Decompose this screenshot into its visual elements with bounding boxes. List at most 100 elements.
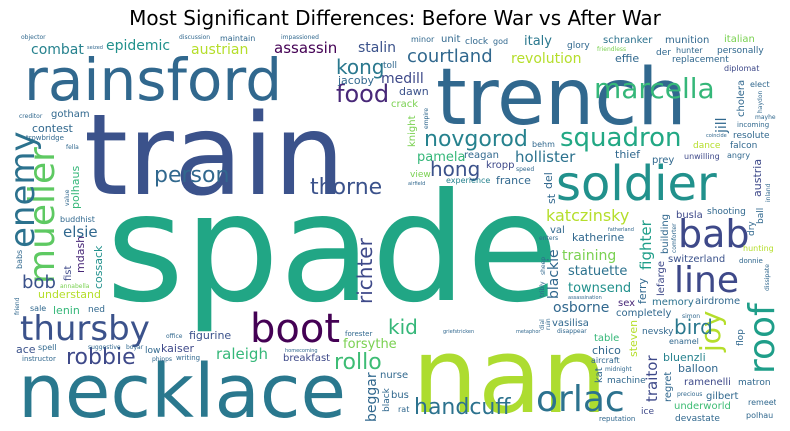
word-kong: kong (336, 55, 384, 79)
word-person: person (154, 163, 229, 188)
word-writing: writing (176, 354, 200, 362)
word-austria: austria (751, 159, 764, 197)
word-italian: italian (724, 34, 755, 45)
word-prey: prey (652, 155, 674, 166)
word-falcon: falcon (730, 141, 757, 151)
word-traitor: traitor (643, 355, 661, 402)
word-elsie: elsie (63, 223, 98, 241)
word-airfield: airfield (408, 181, 425, 187)
chart-title: Most Significant Differences: Before War… (129, 6, 661, 30)
word-raleigh: raleigh (216, 345, 268, 363)
word-lefarge: lefarge (656, 261, 667, 296)
word-behm: behm (532, 140, 555, 149)
word-thursby: thursby (20, 309, 150, 349)
word-schranker: schranker (603, 35, 653, 46)
word-handcuff: handcuff (414, 395, 511, 420)
word-balloon: balloon (678, 362, 718, 375)
word-lenin: lenin (53, 304, 80, 317)
word-food: food (336, 80, 389, 108)
word-discussion: discussion (179, 34, 210, 41)
word-novgorod: novgorod (424, 127, 528, 152)
word-richter: richter (353, 237, 377, 304)
word-effie: effie (615, 52, 639, 65)
word-reputation: reputation (599, 415, 635, 423)
word-instructor: instructor (22, 355, 56, 363)
word-steven: steven (627, 320, 640, 357)
word-cloud: spade train nan trench necklace rainsford sold… (14, 34, 776, 423)
word-ice: ice (641, 407, 654, 417)
word-squadron: squadron (560, 123, 681, 153)
word-townsend: townsend (568, 281, 631, 296)
word-devastate: devastate (675, 414, 720, 423)
word-nan: nan (412, 315, 608, 423)
word-comforter: comforter (671, 223, 678, 253)
word-friend: friend (14, 297, 21, 315)
word-der: der (656, 48, 671, 58)
word-nevsky: nevsky (642, 327, 674, 337)
word-creditor: creditor (19, 113, 43, 120)
word-metaphor: metaphor (516, 329, 541, 335)
word-replacement: replacement (672, 55, 729, 65)
word-fighter: fighter (637, 219, 655, 270)
word-glory: glory (567, 41, 590, 51)
word-babs: babs (15, 250, 24, 269)
word-mayhem: mayhem (755, 114, 776, 121)
word-speed: speed (516, 166, 534, 173)
word-katherine: katherine (572, 231, 625, 244)
word-cossack: cossack (92, 245, 105, 289)
word-dry: dry (747, 221, 757, 236)
word-elect: elect (750, 80, 770, 89)
word-building: building (660, 214, 671, 254)
word-clock: clock (465, 37, 489, 47)
word-austrian: austrian (191, 42, 248, 58)
word-enters: enters (539, 235, 558, 242)
word-midnight: midnight (605, 366, 632, 373)
word-france: france (496, 174, 531, 187)
word-view: view (410, 170, 431, 180)
word-understand: understand (38, 288, 101, 301)
word-necklace: necklace (18, 349, 346, 423)
word-trench: trench (436, 53, 687, 143)
word-busla: busla (676, 210, 703, 221)
word-flop: flop (736, 329, 746, 346)
word-joy: joy (694, 311, 727, 353)
word-dissipate: dissipate (764, 264, 771, 291)
word-assassin: assassin (274, 39, 337, 57)
word-completely: completely (616, 308, 671, 319)
word-fatherland: fatherland (608, 227, 634, 233)
word-coincide: coincide (706, 133, 727, 139)
word-table: table (594, 333, 619, 344)
word-kropp: kropp (486, 160, 515, 171)
word-mueller: mueller (22, 147, 63, 284)
word-ruin: ruin (545, 318, 552, 330)
word-annabella: annabella (60, 283, 90, 290)
word-roof: roof (742, 302, 776, 374)
word-haydon: haydon (757, 90, 764, 113)
word-medill: medill (381, 71, 424, 87)
word-incoming: incoming (737, 121, 769, 129)
word-inland: inland (765, 183, 772, 202)
word-personally: personally (717, 46, 764, 56)
word-forsythe: forsythe (343, 337, 397, 352)
word-buddhist: buddhist (60, 215, 95, 224)
word-hunter: hunter (676, 46, 703, 55)
word-spell: spell (38, 343, 57, 352)
word-sale: sale (30, 304, 46, 313)
word-thorne: thorne (310, 175, 382, 200)
word-dance: dance (693, 141, 721, 151)
word-hollister: hollister (515, 148, 576, 166)
word-beggar: beggar (364, 372, 380, 422)
word-train: train (84, 91, 345, 221)
word-courtland: courtland (407, 46, 493, 67)
word-minor: minor (411, 35, 435, 44)
word-katczinsky: katczinsky (546, 206, 629, 225)
word-unwilling: unwilling (684, 152, 720, 161)
word-diplomat: diplomat (724, 64, 759, 73)
word-forester: forester (345, 330, 372, 338)
word-stalin: stalin (358, 40, 396, 56)
word-objector: objector (21, 34, 46, 41)
word-vasilisa: vasilisa (552, 318, 589, 329)
word-experience: experience (446, 176, 490, 185)
word-statuette: statuette (568, 264, 627, 279)
